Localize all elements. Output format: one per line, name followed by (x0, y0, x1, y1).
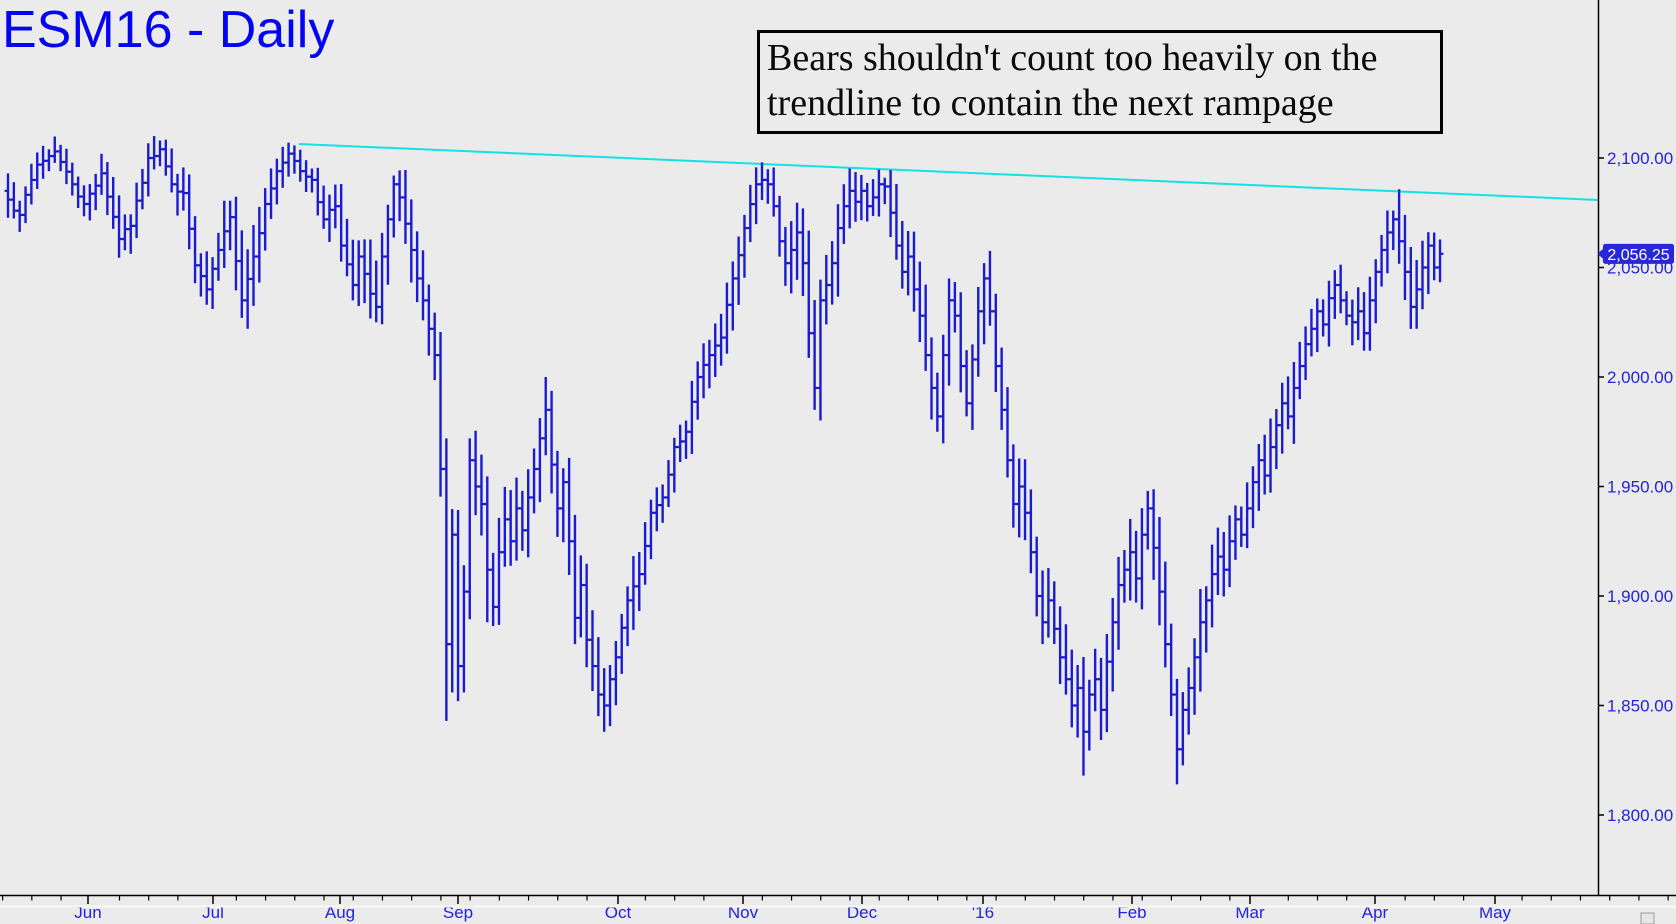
svg-text:2,056.25: 2,056.25 (1607, 247, 1669, 264)
svg-text:2,000.00: 2,000.00 (1607, 368, 1673, 387)
svg-text:1,950.00: 1,950.00 (1607, 478, 1673, 497)
scroll-corner-widget[interactable] (1640, 912, 1655, 924)
svg-text:Jul: Jul (202, 903, 224, 922)
svg-text:Feb: Feb (1117, 903, 1146, 922)
svg-text:'16: '16 (972, 903, 994, 922)
svg-text:Oct: Oct (605, 903, 632, 922)
svg-text:Nov: Nov (728, 903, 759, 922)
last-price-badge: 2,056.25 (1597, 243, 1674, 264)
annotation-box: Bears shouldn't count too heavily on the… (757, 30, 1443, 134)
svg-text:Jun: Jun (74, 903, 101, 922)
svg-text:1,800.00: 1,800.00 (1607, 806, 1673, 825)
x-axis: Jun Jul Aug Sep Oct Nov Dec '16 Feb Mar Apr May (0, 894, 1676, 922)
chart-title: ESM16 - Daily (2, 1, 335, 59)
svg-text:Dec: Dec (847, 903, 878, 922)
svg-text:Apr: Apr (1362, 903, 1389, 922)
svg-text:1,850.00: 1,850.00 (1607, 697, 1673, 716)
svg-text:May: May (1479, 903, 1512, 922)
price-bars (4, 136, 1444, 785)
svg-text:2,100.00: 2,100.00 (1607, 149, 1673, 168)
annotation-line-2: trendline to contain the next rampage (767, 82, 1334, 124)
svg-text:Mar: Mar (1235, 903, 1265, 922)
annotation-line-1: Bears shouldn't count too heavily on the (767, 37, 1378, 79)
svg-text:Aug: Aug (325, 903, 355, 922)
y-axis: 2,100.002,050.002,000.001,950.001,900.00… (1597, 0, 1673, 895)
trendline (298, 143, 1599, 201)
svg-text:1,900.00: 1,900.00 (1607, 587, 1673, 606)
svg-text:Sep: Sep (443, 903, 473, 922)
